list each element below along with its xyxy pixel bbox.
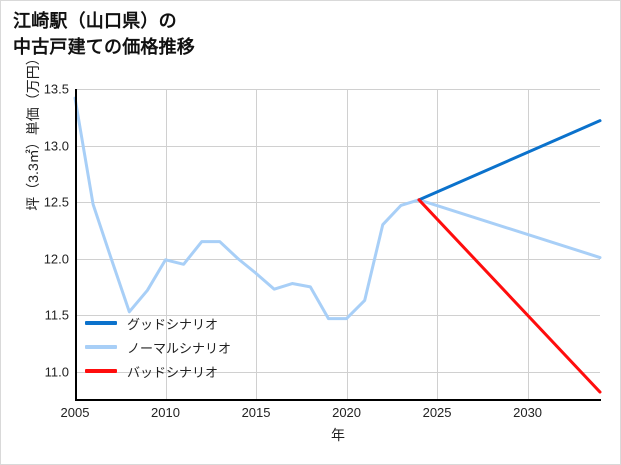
x-tick-label: 2025 (422, 405, 452, 420)
gridline-horizontal (75, 89, 600, 90)
series-line (73, 96, 602, 321)
legend-swatch (85, 321, 117, 325)
legend-item[interactable]: バッドシナリオ (85, 359, 300, 383)
gridline-horizontal (75, 258, 600, 260)
gridline-vertical (437, 89, 439, 400)
y-tick-label: 13.0 (43, 138, 69, 154)
x-tick-label: 2010 (151, 405, 180, 420)
y-tick-label: 12.0 (43, 251, 69, 267)
x-axis-label: 年 (331, 427, 345, 443)
gridline-vertical (256, 89, 258, 400)
x-tick-label: 2020 (332, 405, 362, 420)
x-axis-ticks: 2005 2010 2015 2020 2025 2030 (61, 401, 601, 425)
y-axis-label: 坪（3.3㎡）単価（万円） (25, 51, 41, 211)
gridline-vertical (346, 89, 348, 400)
y-tick-label: 11.5 (44, 307, 69, 323)
legend-swatch (85, 369, 117, 373)
y-axis-line (75, 89, 77, 401)
gridline-horizontal (75, 145, 600, 147)
legend-swatch (85, 345, 117, 349)
x-tick-label: 2005 (60, 405, 90, 420)
gridline-vertical (165, 89, 167, 400)
y-tick-label: 13.5 (43, 81, 69, 97)
series-lines (73, 96, 602, 394)
gridline-vertical (527, 89, 529, 400)
y-axis-ticks: 11.0 11.5 12.0 12.5 13.0 13.5 (1, 82, 69, 400)
gridline-horizontal (75, 315, 600, 317)
legend-item[interactable]: ノーマルシナリオ (85, 335, 300, 359)
y-tick-label: 12.5 (43, 194, 69, 210)
legend-label: バッドシナリオ (127, 364, 219, 380)
x-tick-label: 2030 (513, 405, 543, 420)
chart-title: 江崎駅（山口県）の 中古戸建ての価格推移 (13, 11, 195, 58)
series-line (417, 198, 602, 394)
legend-label: グッドシナリオ (127, 316, 219, 332)
chart-legend: グッドシナリオ ノーマルシナリオ バッドシナリオ (85, 311, 300, 383)
gridline-horizontal (75, 371, 600, 373)
y-tick-label: 11.0 (44, 364, 69, 380)
gridline-horizontal (75, 202, 600, 204)
x-tick-label: 2015 (241, 405, 271, 420)
series-line (417, 119, 602, 202)
legend-item[interactable]: グッドシナリオ (85, 311, 300, 335)
legend-label: ノーマルシナリオ (127, 340, 232, 356)
x-axis-line (75, 399, 601, 401)
